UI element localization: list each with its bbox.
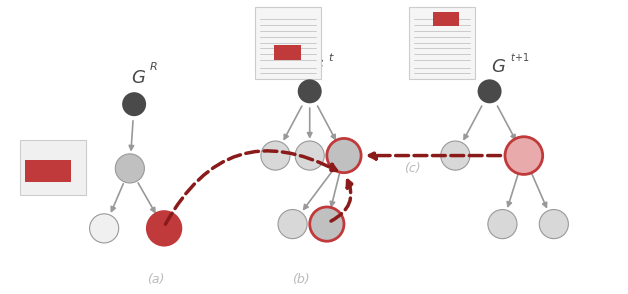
Circle shape (261, 141, 290, 170)
Circle shape (278, 210, 307, 239)
FancyBboxPatch shape (255, 7, 321, 79)
FancyBboxPatch shape (409, 7, 475, 79)
Circle shape (147, 211, 181, 245)
Text: $R$: $R$ (149, 61, 157, 73)
Circle shape (90, 214, 119, 243)
Text: (c): (c) (404, 162, 421, 175)
Text: $\mathit{G}$: $\mathit{G}$ (131, 69, 146, 87)
Circle shape (327, 138, 361, 173)
Text: $t\!+\!1$: $t\!+\!1$ (511, 51, 531, 63)
FancyBboxPatch shape (20, 140, 86, 195)
Circle shape (122, 92, 146, 116)
Circle shape (505, 137, 543, 174)
Text: $t$: $t$ (328, 51, 335, 63)
Circle shape (298, 79, 322, 103)
FancyBboxPatch shape (433, 12, 459, 26)
Circle shape (116, 154, 144, 183)
FancyBboxPatch shape (25, 160, 71, 182)
Text: $\mathit{G}$: $\mathit{G}$ (490, 58, 506, 76)
Circle shape (539, 210, 568, 239)
Circle shape (295, 141, 324, 170)
FancyBboxPatch shape (274, 45, 301, 61)
Circle shape (488, 210, 517, 239)
Circle shape (441, 141, 470, 170)
Text: (a): (a) (147, 273, 165, 286)
Circle shape (310, 207, 344, 241)
Text: (b): (b) (293, 273, 310, 286)
Text: $\mathit{G}$: $\mathit{G}$ (309, 58, 324, 76)
Circle shape (478, 79, 502, 103)
